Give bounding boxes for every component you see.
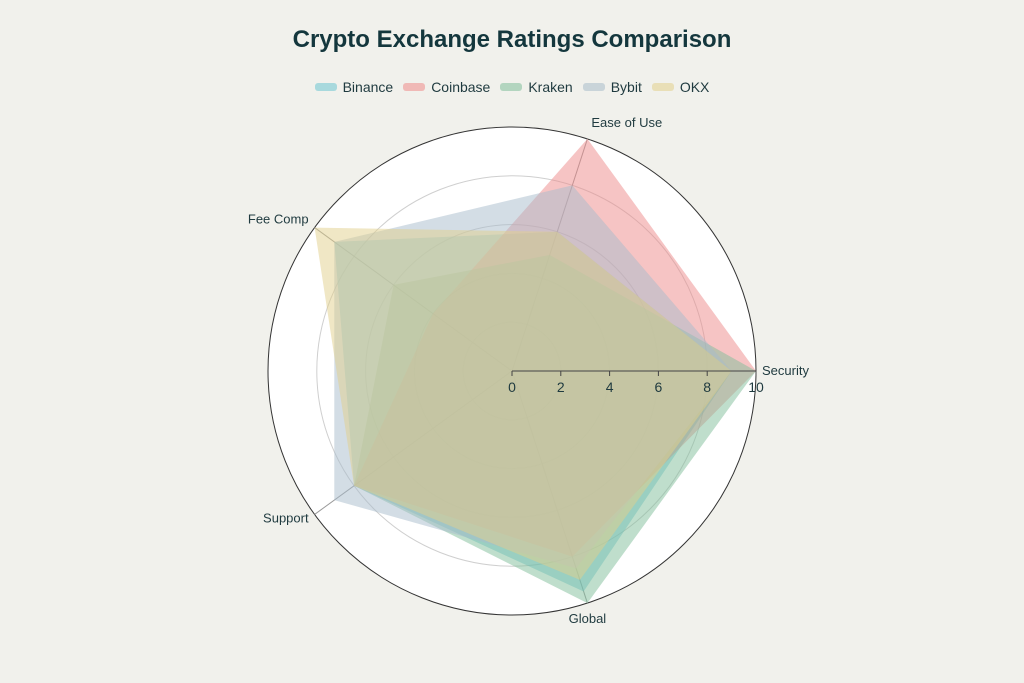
legend-label: Coinbase xyxy=(431,79,491,95)
radial-tick-label: 10 xyxy=(748,379,764,395)
radial-tick-label: 2 xyxy=(557,379,565,395)
radial-tick-label: 0 xyxy=(508,379,516,395)
legend-label: Kraken xyxy=(528,79,573,95)
axis-label-ease-of-use: Ease of Use xyxy=(591,115,662,130)
axis-label-global: Global xyxy=(569,611,607,626)
axis-label-fee-comp: Fee Comp xyxy=(248,212,309,227)
legend-swatch xyxy=(500,83,523,91)
radial-tick-label: 6 xyxy=(655,379,663,395)
legend-item-coinbase[interactable]: Coinbase xyxy=(403,79,490,95)
radial-tick-label: 8 xyxy=(703,379,711,395)
chart-title: Crypto Exchange Ratings Comparison xyxy=(292,26,732,53)
legend-swatch xyxy=(651,83,674,91)
chart-legend: Binance Coinbase Kraken Bybit OKX xyxy=(0,79,1024,95)
legend-swatch xyxy=(582,83,605,91)
radial-tick-label: 4 xyxy=(606,379,614,395)
legend-label: Bybit xyxy=(610,79,642,95)
legend-item-bybit[interactable]: Bybit xyxy=(582,79,642,95)
legend-label: OKX xyxy=(679,79,710,95)
legend-swatch xyxy=(314,83,337,91)
series-area-okx xyxy=(314,227,732,580)
axis-label-support: Support xyxy=(263,510,309,525)
axis-label-security: Security xyxy=(762,363,809,378)
legend-item-okx[interactable]: OKX xyxy=(651,79,710,95)
legend-item-binance[interactable]: Binance xyxy=(314,79,394,95)
legend-swatch xyxy=(403,83,426,91)
legend-item-kraken[interactable]: Kraken xyxy=(500,79,573,95)
legend-label: Binance xyxy=(342,79,394,95)
